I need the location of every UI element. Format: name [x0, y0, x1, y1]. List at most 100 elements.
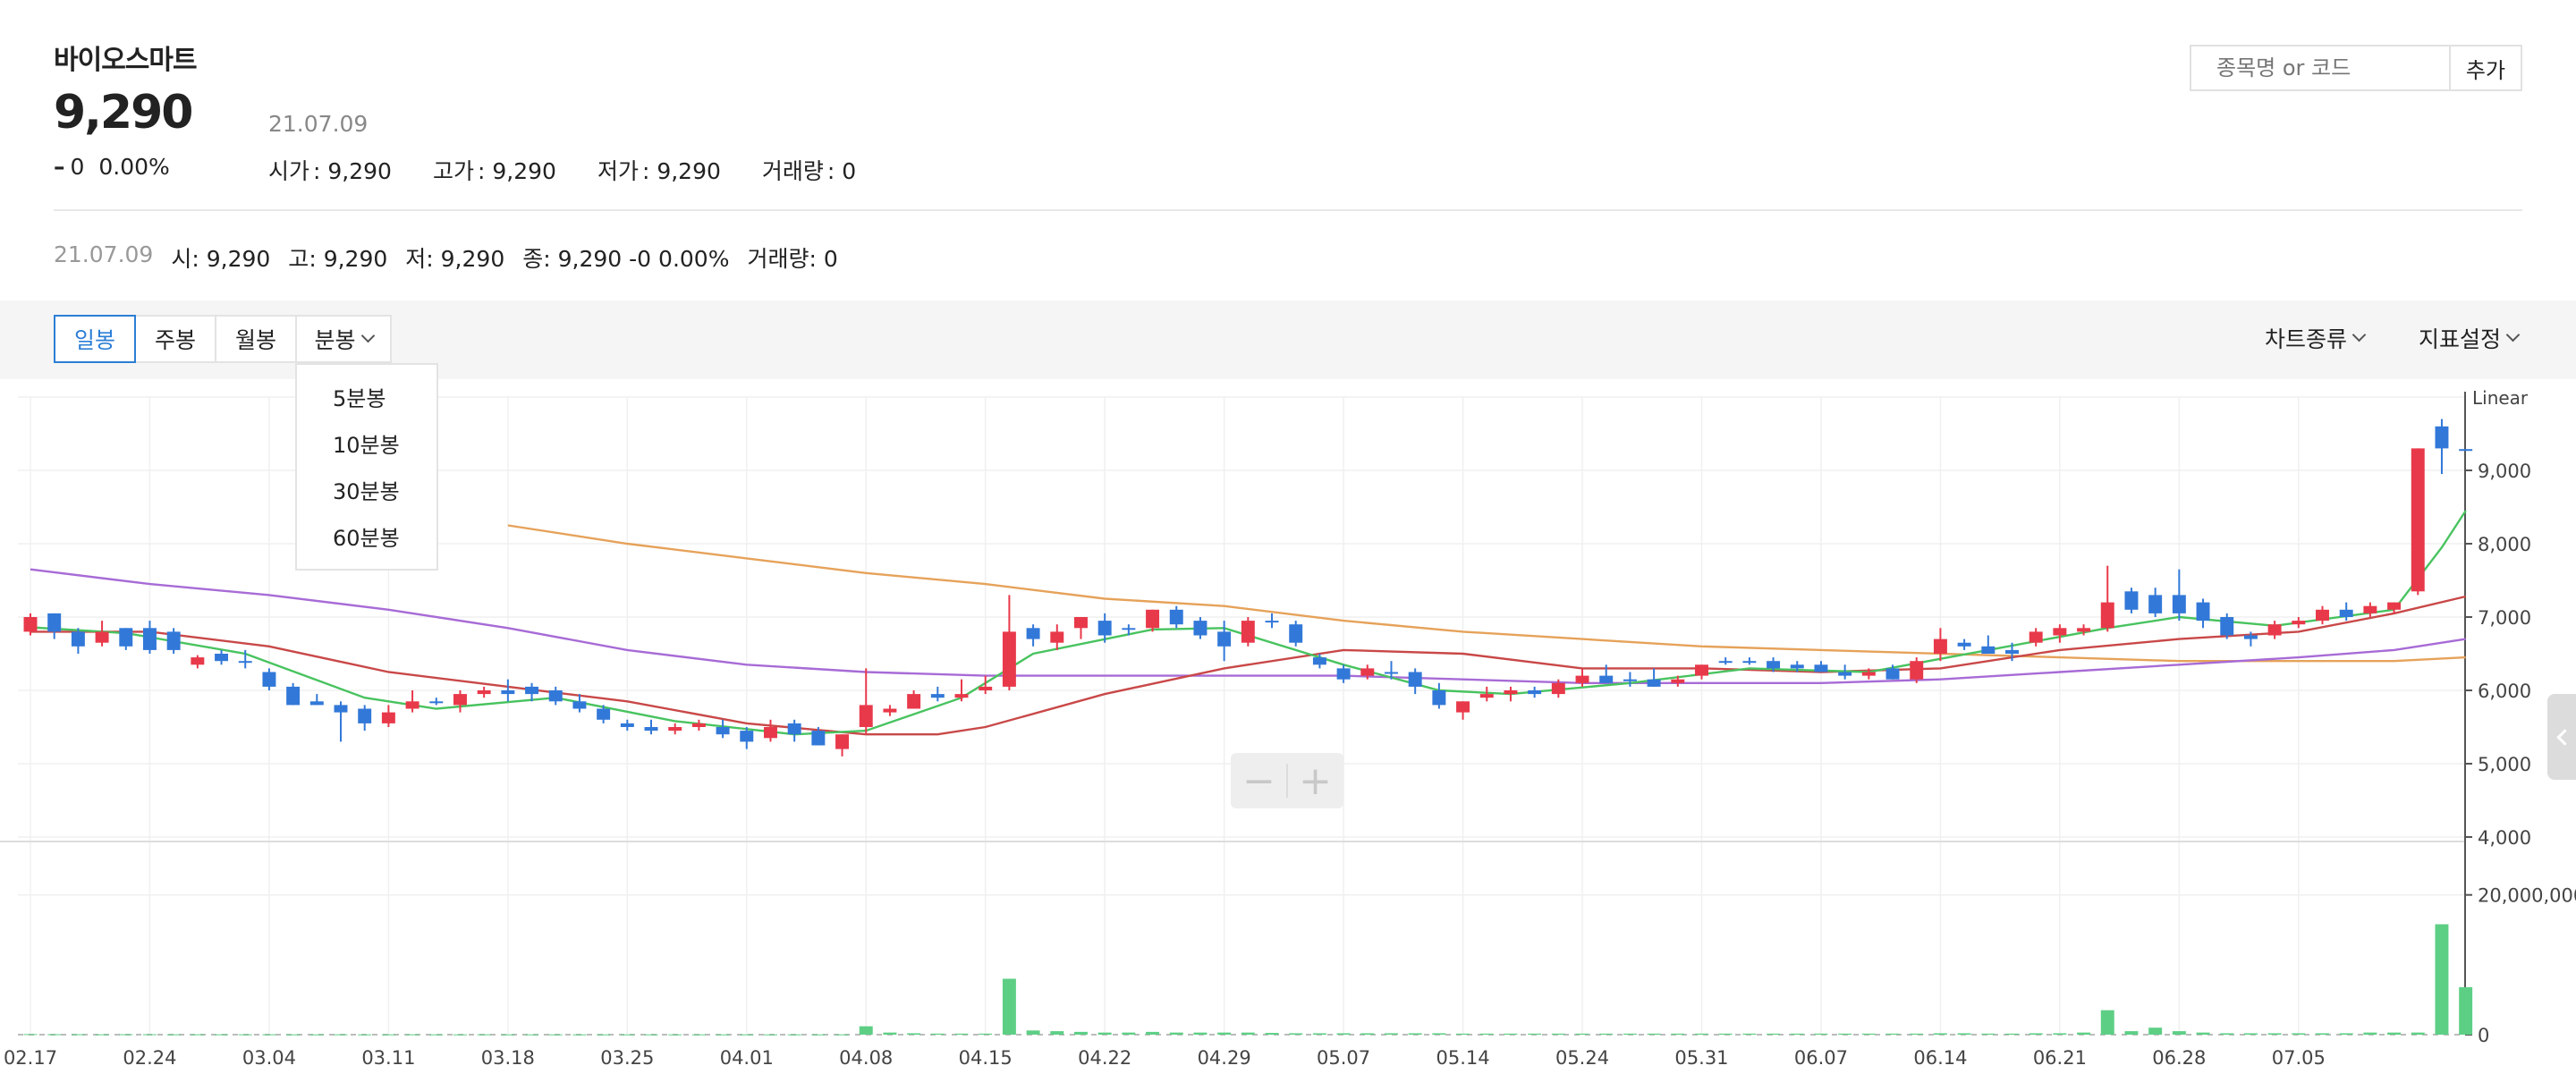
volume-bar	[1718, 1033, 1733, 1035]
side-panel-toggle[interactable]	[2547, 694, 2576, 780]
volume-bar	[1050, 1031, 1064, 1035]
candle-body-up	[1575, 675, 1589, 683]
candle-body-down	[334, 705, 348, 713]
volume-bar	[1289, 1033, 1303, 1035]
candle-body-flat	[1122, 628, 1136, 630]
candle-body-up	[859, 705, 873, 727]
volume-bar	[1456, 1033, 1470, 1035]
volume-bar	[1217, 1032, 1232, 1035]
zoom-control: − +	[1231, 753, 1343, 808]
chevron-down-icon	[360, 328, 375, 343]
volume-bar	[23, 1034, 38, 1036]
volume-bar	[1026, 1030, 1040, 1035]
volume-bar	[1885, 1033, 1900, 1035]
candle-body-down	[1981, 646, 1996, 654]
volume-bar	[930, 1033, 945, 1035]
candle-body-up	[691, 723, 706, 727]
candle-body-up	[979, 686, 993, 690]
volume-bar	[2220, 1033, 2234, 1035]
volume-bar	[1479, 1033, 1494, 1035]
candle-body-up	[1360, 668, 1375, 676]
tab-weekly[interactable]: 주봉	[134, 315, 216, 363]
candle-body-down	[47, 613, 62, 632]
volume-bar	[1790, 1033, 1804, 1035]
candle-body-up	[1479, 694, 1494, 698]
tab-monthly[interactable]: 월봉	[215, 315, 297, 363]
option-30min[interactable]: 30분봉	[333, 479, 400, 504]
candle-body-down	[286, 686, 301, 706]
x-tick-label: 06.28	[2152, 1047, 2206, 1069]
candle-body-down	[262, 672, 276, 687]
candle-body-up	[2411, 448, 2425, 592]
candle-body-down	[1336, 668, 1351, 680]
option-60min[interactable]: 60분봉	[333, 526, 400, 551]
candle-body-up	[95, 631, 109, 643]
x-tick-label: 04.15	[959, 1047, 1013, 1069]
candle-body-down	[215, 654, 229, 662]
volume-bar	[1241, 1032, 1255, 1035]
candle-body-down	[1528, 690, 1542, 695]
volume-bar	[2435, 924, 2449, 1035]
volume-bar	[2243, 1033, 2258, 1035]
stock-search-input[interactable]	[2190, 45, 2451, 91]
volume-bar	[1767, 1033, 1781, 1035]
candle-body-down	[572, 701, 587, 709]
volume-bar	[142, 1034, 157, 1036]
candle-body-flat	[1718, 661, 1733, 664]
candle-body-down	[1885, 668, 1900, 680]
x-tick-label: 03.11	[361, 1047, 415, 1069]
add-stock-button[interactable]: 추가	[2449, 45, 2522, 91]
tab-minute[interactable]: 분봉	[295, 315, 392, 363]
candle-body-up	[907, 694, 921, 709]
option-10min[interactable]: 10분봉	[333, 433, 400, 458]
candle-body-down	[2124, 591, 2139, 610]
volume-bar	[1599, 1033, 1614, 1035]
volume-bar	[2316, 1033, 2329, 1035]
candle-body-down	[2172, 595, 2186, 613]
chevron-down-icon	[2351, 327, 2367, 342]
volume-bar	[381, 1034, 395, 1036]
volume-bar	[119, 1034, 133, 1036]
x-tick-label: 03.04	[242, 1047, 296, 1069]
detail-open: 시: 9,290	[171, 246, 271, 272]
volume-bar	[405, 1034, 419, 1036]
candle-body-up	[477, 690, 491, 695]
candle-body-flat	[1385, 672, 1398, 674]
volume-bar	[71, 1034, 85, 1036]
volume-bar	[1336, 1033, 1351, 1035]
zoom-in-button[interactable]: +	[1299, 757, 1332, 804]
volume-bar	[2292, 1033, 2306, 1035]
candle-body-down	[620, 723, 634, 727]
candle-body-down	[501, 690, 515, 695]
option-5min[interactable]: 5분봉	[333, 386, 386, 411]
candle-body-flat	[2459, 449, 2473, 452]
x-tick-label: 04.08	[839, 1047, 893, 1069]
tab-daily[interactable]: 일봉	[54, 315, 136, 363]
candle-body-up	[1002, 631, 1016, 687]
cursor-detail-row: 21.07.09 시: 9,290 고: 9,290 저: 9,290 종: 9…	[54, 241, 838, 274]
price-volume-chart[interactable]: Linear 9,000 8,000 7,000 6,000 5,000 4,000 20,0…	[0, 385, 2576, 1091]
minute-period-dropdown: 5분봉 10분봉 30분봉 60분봉	[295, 363, 438, 571]
volume-bar	[1074, 1031, 1088, 1035]
volume-bar	[859, 1026, 873, 1035]
volume-bar	[1838, 1033, 1852, 1035]
volume-tick-label: 0	[2478, 1025, 2489, 1046]
x-tick-label: 06.21	[2033, 1047, 2087, 1069]
volume-bar	[429, 1034, 444, 1036]
low-price: 저가: 9,290	[597, 158, 721, 184]
zoom-out-button[interactable]: −	[1242, 757, 1275, 804]
volume-bar	[215, 1034, 229, 1036]
candle-body-flat	[1623, 679, 1637, 681]
volume-bar	[883, 1032, 897, 1035]
chart-type-menu[interactable]: 차트종류	[2265, 322, 2367, 354]
candle-body-down	[811, 731, 826, 746]
candle-body-up	[191, 657, 205, 665]
volume-bar	[1385, 1033, 1398, 1035]
volume-bar	[1933, 1033, 1947, 1035]
x-tick-label: 04.29	[1198, 1047, 1251, 1069]
candle-body-down	[1289, 624, 1303, 643]
volume-bar	[1742, 1033, 1757, 1035]
x-tick-label: 02.17	[4, 1047, 57, 1069]
indicator-settings-menu[interactable]: 지표설정	[2419, 322, 2521, 354]
volume-bar	[644, 1034, 658, 1036]
